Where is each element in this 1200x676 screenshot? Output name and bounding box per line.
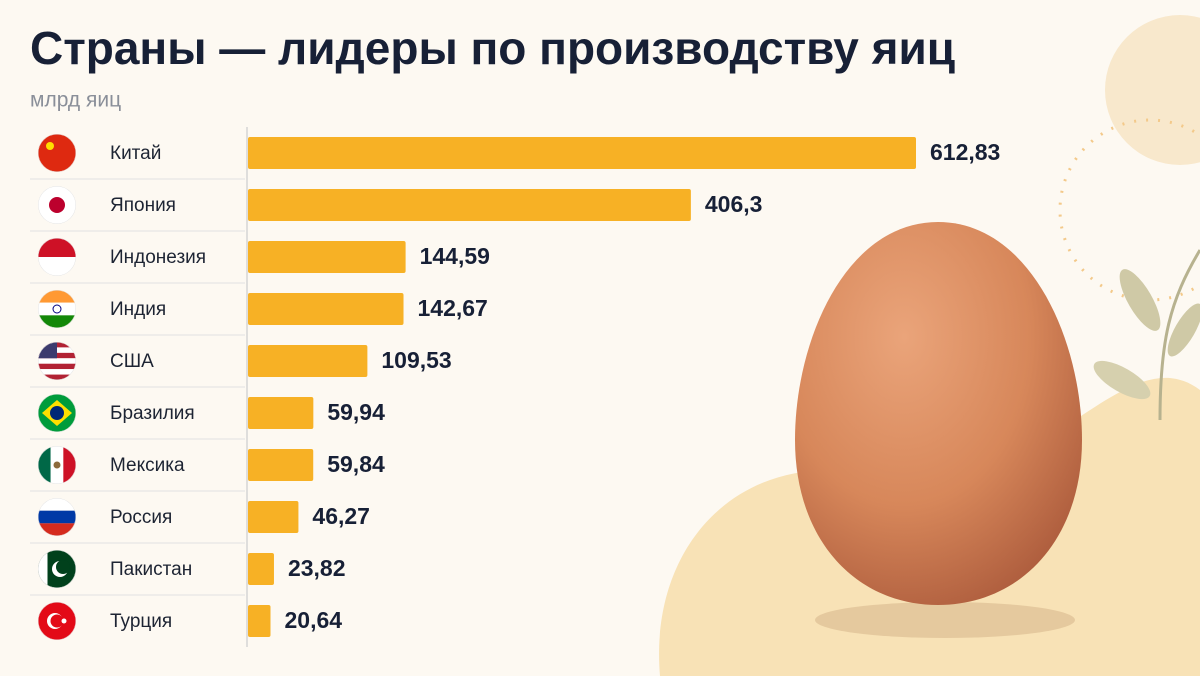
value-label: 20,64 [284, 607, 342, 633]
flag-part [38, 358, 76, 364]
flag-part [53, 461, 61, 469]
value-label: 46,27 [312, 503, 370, 529]
egg [795, 222, 1082, 605]
category-label: Япония [110, 195, 176, 216]
category-label: Индия [110, 299, 166, 320]
flag [38, 342, 76, 380]
decor-leaf [1093, 360, 1151, 400]
value-label: 142,67 [418, 295, 488, 321]
bar [248, 241, 406, 273]
value-label: 59,94 [327, 399, 385, 425]
decor-leaf [1167, 303, 1200, 357]
flag [38, 394, 76, 432]
flag-part [49, 197, 65, 213]
flag [38, 290, 76, 328]
flag-part [38, 523, 76, 536]
category-label: Мексика [110, 455, 185, 476]
flag-part [56, 560, 70, 574]
flag [38, 498, 76, 536]
bar [248, 397, 314, 429]
flag-part [38, 238, 76, 257]
flag-part [38, 498, 76, 511]
flag [38, 238, 76, 276]
category-label: Пакистан [110, 559, 192, 580]
chart-subtitle: млрд яиц [30, 89, 121, 112]
bar [248, 449, 314, 481]
decor-plant [1158, 249, 1200, 421]
flag-part [38, 315, 76, 328]
flag-part [38, 134, 76, 172]
value-label: 144,59 [420, 243, 490, 269]
category-label: Бразилия [110, 403, 195, 424]
decor-leaf [1119, 269, 1161, 331]
category-label: Россия [110, 507, 172, 528]
category-label: Китай [110, 143, 161, 164]
flag-part [38, 510, 76, 524]
value-label: 406,3 [705, 191, 763, 217]
category-label: Турция [110, 611, 172, 632]
flag-part [38, 374, 76, 380]
flag-part [38, 363, 76, 370]
flag-part [38, 290, 76, 303]
flag [38, 186, 76, 224]
flag-part [38, 369, 76, 375]
value-label: 612,83 [930, 139, 1000, 165]
flag-part [38, 257, 76, 276]
flag-part [50, 406, 64, 420]
bar [248, 137, 916, 169]
value-label: 23,82 [288, 555, 346, 581]
flag-part [61, 618, 67, 624]
value-label: 59,84 [327, 451, 385, 477]
bar [248, 189, 691, 221]
value-label: 109,53 [381, 347, 451, 373]
flag [38, 134, 76, 172]
flag-part [50, 614, 64, 628]
flag-part [63, 446, 76, 484]
flag-part [52, 304, 62, 314]
bar [248, 345, 368, 377]
flag-part [46, 142, 54, 150]
bar [248, 553, 274, 585]
flag-part [38, 302, 76, 316]
bar [248, 605, 271, 637]
category-label: Индонезия [110, 247, 206, 268]
bar [248, 501, 299, 533]
chart-title: Страны — лидеры по производству яиц [30, 22, 955, 74]
flag [38, 602, 76, 640]
flag [38, 446, 76, 484]
flag [38, 550, 76, 588]
egg-shadow [815, 602, 1075, 638]
flag-part [38, 550, 48, 588]
decor-blob [1105, 15, 1200, 165]
category-label: США [110, 351, 154, 372]
flag-part [38, 446, 51, 484]
bar [248, 293, 404, 325]
